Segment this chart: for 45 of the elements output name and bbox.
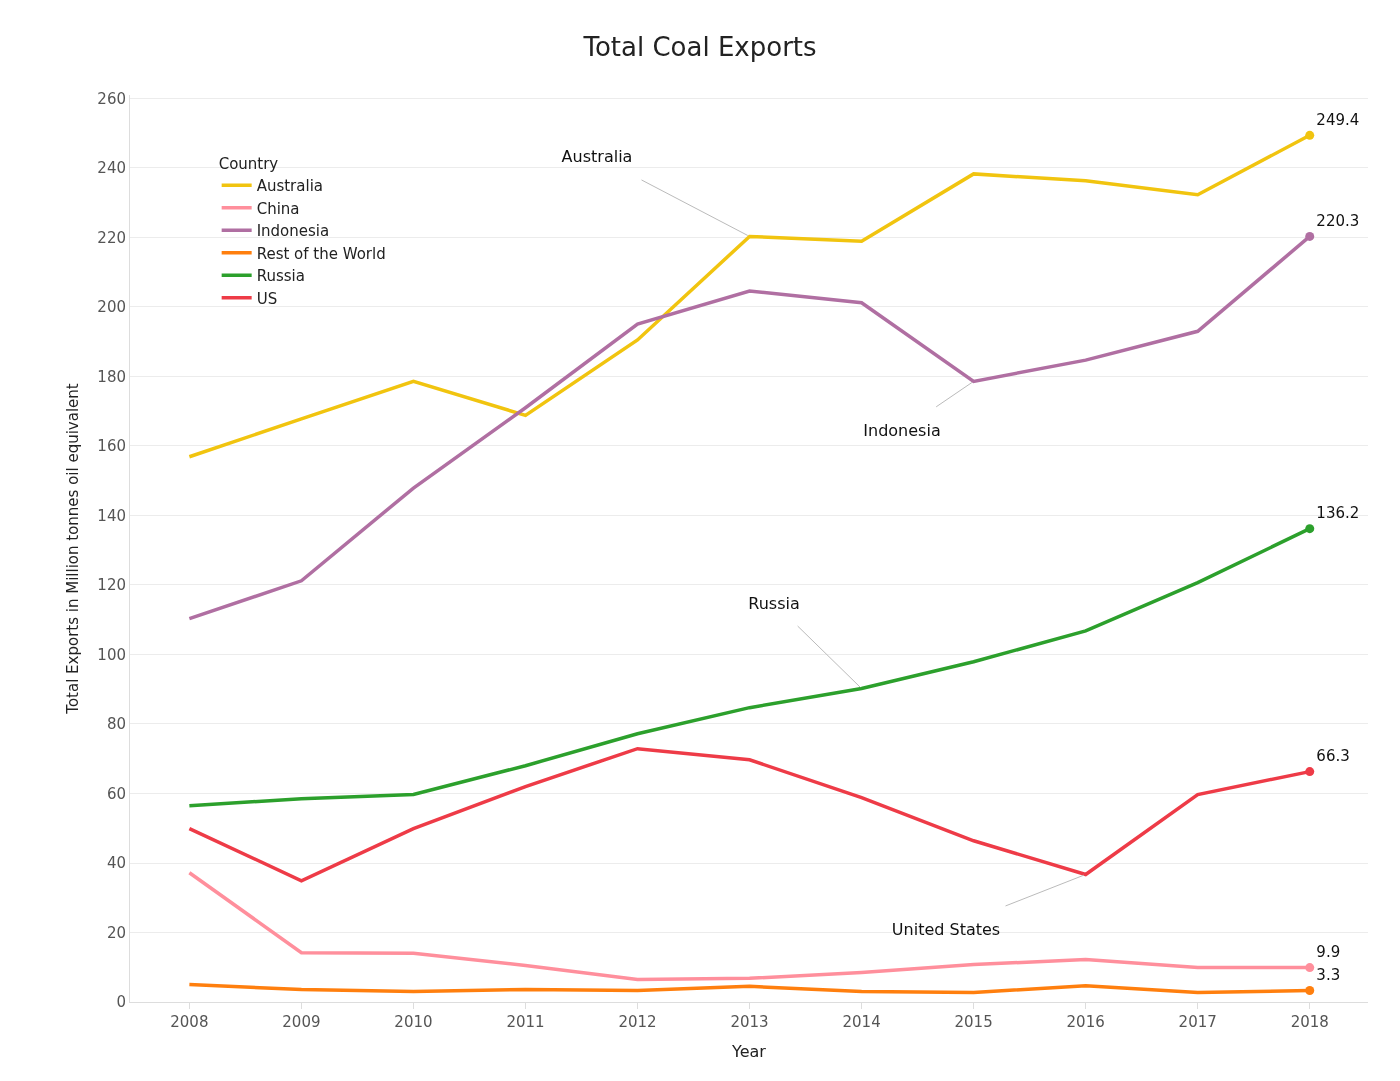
data-label: 3.3 xyxy=(1316,966,1341,985)
annotation: Russia xyxy=(748,593,800,613)
y-tick-label: 100 xyxy=(97,645,126,664)
legend-title: Country xyxy=(218,154,279,173)
legend-label: US xyxy=(256,289,278,308)
legend-label: Indonesia xyxy=(256,222,330,241)
data-label: 9.9 xyxy=(1316,943,1341,962)
data-label: 66.3 xyxy=(1316,747,1350,766)
y-tick-label: 220 xyxy=(97,228,126,247)
annotation: Australia xyxy=(561,146,633,166)
x-tick-label: 2010 xyxy=(394,1013,433,1031)
y-tick-label: 120 xyxy=(97,576,126,595)
data-label: 249.4 xyxy=(1316,110,1360,129)
x-tick-label: 2015 xyxy=(954,1013,993,1031)
legend-label: Rest of the World xyxy=(256,244,386,263)
x-tick-label: 2013 xyxy=(730,1013,769,1031)
y-tick-label: 0 xyxy=(116,993,126,1012)
x-tick-label: 2012 xyxy=(618,1013,657,1031)
y-tick-label: 20 xyxy=(106,923,126,942)
x-tick-label: 2014 xyxy=(842,1013,881,1031)
y-tick-label: 260 xyxy=(97,89,126,108)
x-tick-label: 2018 xyxy=(1290,1013,1329,1031)
x-tick-label: 2017 xyxy=(1178,1013,1217,1031)
y-tick-label: 200 xyxy=(97,298,126,317)
x-axis-title: Year xyxy=(731,1041,767,1061)
annotation: United States xyxy=(891,919,1001,939)
y-tick-label: 160 xyxy=(97,437,126,456)
legend-label: China xyxy=(256,199,300,218)
y-tick-label: 80 xyxy=(106,715,126,734)
y-tick-label: 180 xyxy=(97,367,126,386)
annotation: Indonesia xyxy=(863,420,941,440)
y-tick-label: 40 xyxy=(106,854,126,873)
legend-label: Australia xyxy=(256,177,324,196)
data-label: 220.3 xyxy=(1316,212,1360,231)
x-tick-label: 2016 xyxy=(1066,1013,1105,1031)
x-tick-label: 2008 xyxy=(170,1013,209,1031)
y-axis-title: Total Exports in Million tonnes oil equivalent xyxy=(63,383,82,715)
y-tick-label: 60 xyxy=(106,784,126,803)
y-tick-label: 140 xyxy=(97,506,126,525)
data-label: 136.2 xyxy=(1316,504,1360,523)
chart-title: Total Coal Exports xyxy=(582,32,817,63)
x-tick-label: 2009 xyxy=(282,1013,321,1031)
x-tick-label: 2011 xyxy=(506,1013,545,1031)
y-tick-label: 240 xyxy=(97,159,126,178)
legend-label: Russia xyxy=(256,267,305,286)
